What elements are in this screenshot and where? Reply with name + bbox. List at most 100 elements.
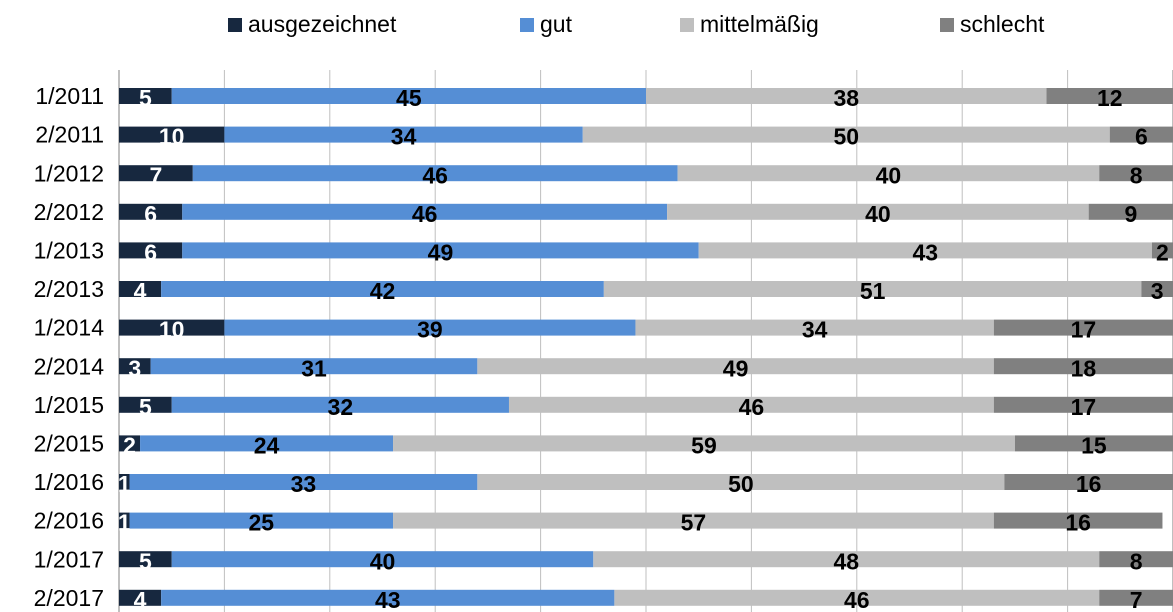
bar-segment xyxy=(119,474,130,490)
bar-segment xyxy=(171,88,646,104)
legend-swatch xyxy=(228,18,242,32)
bar-segment xyxy=(1141,281,1173,297)
bar-segment xyxy=(161,281,604,297)
bar-segment xyxy=(119,203,183,220)
data-label: 6 xyxy=(1135,124,1148,150)
data-label: 46 xyxy=(739,394,765,420)
bar-segment xyxy=(993,319,1173,336)
data-label: 31 xyxy=(301,355,327,381)
bar-segment xyxy=(119,589,162,606)
y-tick-label: 1/2014 xyxy=(34,315,105,341)
data-label: 7 xyxy=(1130,587,1143,612)
bar-segment xyxy=(119,242,183,259)
bar-segment xyxy=(224,319,636,336)
y-tick-label: 2/2012 xyxy=(34,199,104,225)
bar-segment xyxy=(635,319,994,336)
data-label: 16 xyxy=(1076,471,1102,497)
data-label: 2 xyxy=(123,432,136,458)
bar-segment xyxy=(119,435,141,452)
bar-segment xyxy=(698,242,1152,259)
data-label: 15 xyxy=(1081,432,1107,458)
y-tick-label: 2/2015 xyxy=(34,430,104,456)
legend-swatch xyxy=(940,18,954,32)
legend-swatch xyxy=(520,18,534,32)
y-tick-label: 2/2016 xyxy=(34,508,104,534)
bar-segment xyxy=(192,165,678,182)
bar-segment xyxy=(508,396,994,413)
data-label: 8 xyxy=(1130,548,1143,574)
y-tick-label: 1/2015 xyxy=(34,392,104,418)
y-tick-label: 2/2017 xyxy=(34,585,104,611)
data-label: 1 xyxy=(118,510,131,536)
bar-segment xyxy=(993,512,1163,529)
bar-segment xyxy=(677,165,1100,182)
data-label: 49 xyxy=(428,239,454,265)
data-label: 43 xyxy=(375,587,401,612)
bar-segment xyxy=(582,126,1110,143)
legend-label: schlecht xyxy=(960,11,1045,37)
bar-segment xyxy=(182,242,699,259)
data-label: 3 xyxy=(1151,278,1164,304)
bar-segment xyxy=(1151,242,1173,259)
bar-segment xyxy=(119,126,225,143)
bar-segment xyxy=(667,203,1089,220)
bar-segment xyxy=(1099,551,1173,568)
bar-segment xyxy=(224,126,583,143)
bar-segment xyxy=(129,474,478,490)
bar-segment xyxy=(1099,165,1173,182)
data-label: 59 xyxy=(691,432,717,458)
data-label: 6 xyxy=(144,201,157,227)
data-label: 7 xyxy=(149,162,162,188)
bar-segment xyxy=(119,281,162,297)
bar-segment xyxy=(119,396,172,413)
data-label: 1 xyxy=(118,471,131,497)
bar-segment xyxy=(393,512,994,529)
data-label: 50 xyxy=(728,471,754,497)
legend-label: mittelmäßig xyxy=(700,11,819,37)
data-label: 4 xyxy=(134,587,147,612)
data-label: 39 xyxy=(417,317,443,343)
data-label: 46 xyxy=(422,162,448,188)
bar-segment xyxy=(129,512,394,529)
legend-label: ausgezeichnet xyxy=(248,11,397,37)
data-label: 3 xyxy=(128,355,141,381)
y-tick-label: 2/2013 xyxy=(34,276,104,302)
bar-segment xyxy=(993,396,1173,413)
legend-label: gut xyxy=(540,11,573,37)
bar-segment xyxy=(119,512,130,529)
bar-segment xyxy=(593,551,1100,568)
data-label: 38 xyxy=(833,85,859,111)
bar-segment xyxy=(171,551,594,568)
bar-segment xyxy=(614,589,1100,606)
bar-segment xyxy=(1004,474,1173,490)
y-tick-label: 1/2017 xyxy=(34,546,104,572)
y-tick-label: 1/2016 xyxy=(34,469,104,495)
data-label: 50 xyxy=(833,124,859,150)
data-label: 40 xyxy=(865,201,891,227)
bar-segment xyxy=(119,358,151,375)
bar-segment xyxy=(477,474,1005,490)
data-label: 17 xyxy=(1071,394,1097,420)
y-tick-label: 1/2012 xyxy=(34,160,104,186)
data-label: 5 xyxy=(139,548,152,574)
data-label: 6 xyxy=(144,239,157,265)
data-label: 43 xyxy=(913,239,939,265)
data-label: 40 xyxy=(876,162,902,188)
data-label: 51 xyxy=(860,278,886,304)
data-label: 34 xyxy=(391,124,417,150)
data-label: 49 xyxy=(723,355,749,381)
bar-segment xyxy=(119,551,172,568)
data-label: 10 xyxy=(159,317,185,343)
bar-segment xyxy=(1014,435,1173,452)
data-label: 45 xyxy=(396,85,422,111)
bar-segment xyxy=(119,88,172,104)
bar-segment xyxy=(182,203,668,220)
bar-segment xyxy=(171,396,509,413)
data-label: 40 xyxy=(370,548,396,574)
data-label: 24 xyxy=(254,432,280,458)
bar-segment xyxy=(1109,126,1173,143)
data-label: 8 xyxy=(1130,162,1143,188)
data-label: 32 xyxy=(328,394,354,420)
bar-segment xyxy=(161,589,615,606)
